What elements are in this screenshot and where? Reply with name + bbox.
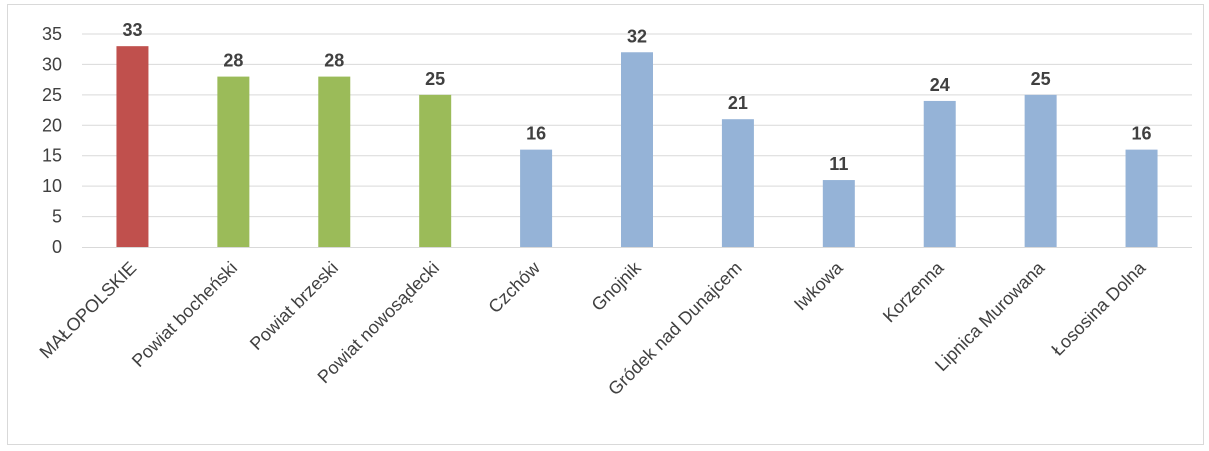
bar xyxy=(419,94,452,247)
y-tick-label: 25 xyxy=(42,85,62,105)
data-label: 32 xyxy=(627,26,647,46)
y-tick-label: 0 xyxy=(52,237,62,257)
bar xyxy=(116,46,149,247)
y-tick-label: 30 xyxy=(42,54,62,74)
data-label: 21 xyxy=(728,93,748,113)
data-label: 25 xyxy=(425,69,445,89)
bar xyxy=(217,76,250,247)
category-label: Powiat bocheński xyxy=(128,258,241,371)
bar xyxy=(1024,94,1057,247)
chart-frame xyxy=(7,4,1204,445)
bar xyxy=(822,180,855,247)
y-tick-label: 5 xyxy=(52,207,62,227)
category-label: MAŁOPOLSKIE xyxy=(36,258,141,363)
data-label: 11 xyxy=(829,154,848,174)
category-label: Iwkowa xyxy=(790,257,847,314)
bar xyxy=(923,100,956,247)
category-label: Lipnica Murowana xyxy=(931,257,1049,375)
bar xyxy=(1125,149,1158,247)
bar xyxy=(721,119,754,247)
bars xyxy=(116,46,1158,247)
data-label: 24 xyxy=(930,75,950,95)
y-tick-label: 10 xyxy=(42,176,62,196)
y-tick-label: 20 xyxy=(42,115,62,135)
y-tick-label: 35 xyxy=(42,24,62,44)
category-label: Powiat brzeski xyxy=(246,258,342,354)
bar xyxy=(318,76,351,247)
bar xyxy=(621,52,653,247)
data-label: 16 xyxy=(526,124,546,144)
data-label: 16 xyxy=(1132,124,1152,144)
data-label: 25 xyxy=(1031,69,1051,89)
category-label: Korzenna xyxy=(879,257,948,326)
data-label: 33 xyxy=(122,20,142,40)
category-label: Gnojnik xyxy=(588,257,646,315)
data-label: 28 xyxy=(324,51,344,71)
data-labels: 33 28 28 25 16 32 21 11 24 25 16 xyxy=(122,20,1151,174)
category-label: Łososina Dolna xyxy=(1047,257,1150,360)
y-axis-tick-labels: 0 5 10 15 20 25 30 35 xyxy=(42,24,62,257)
y-tick-label: 15 xyxy=(42,146,62,166)
category-label: Czchów xyxy=(485,257,545,317)
bar xyxy=(520,149,553,247)
data-label: 28 xyxy=(223,51,243,71)
